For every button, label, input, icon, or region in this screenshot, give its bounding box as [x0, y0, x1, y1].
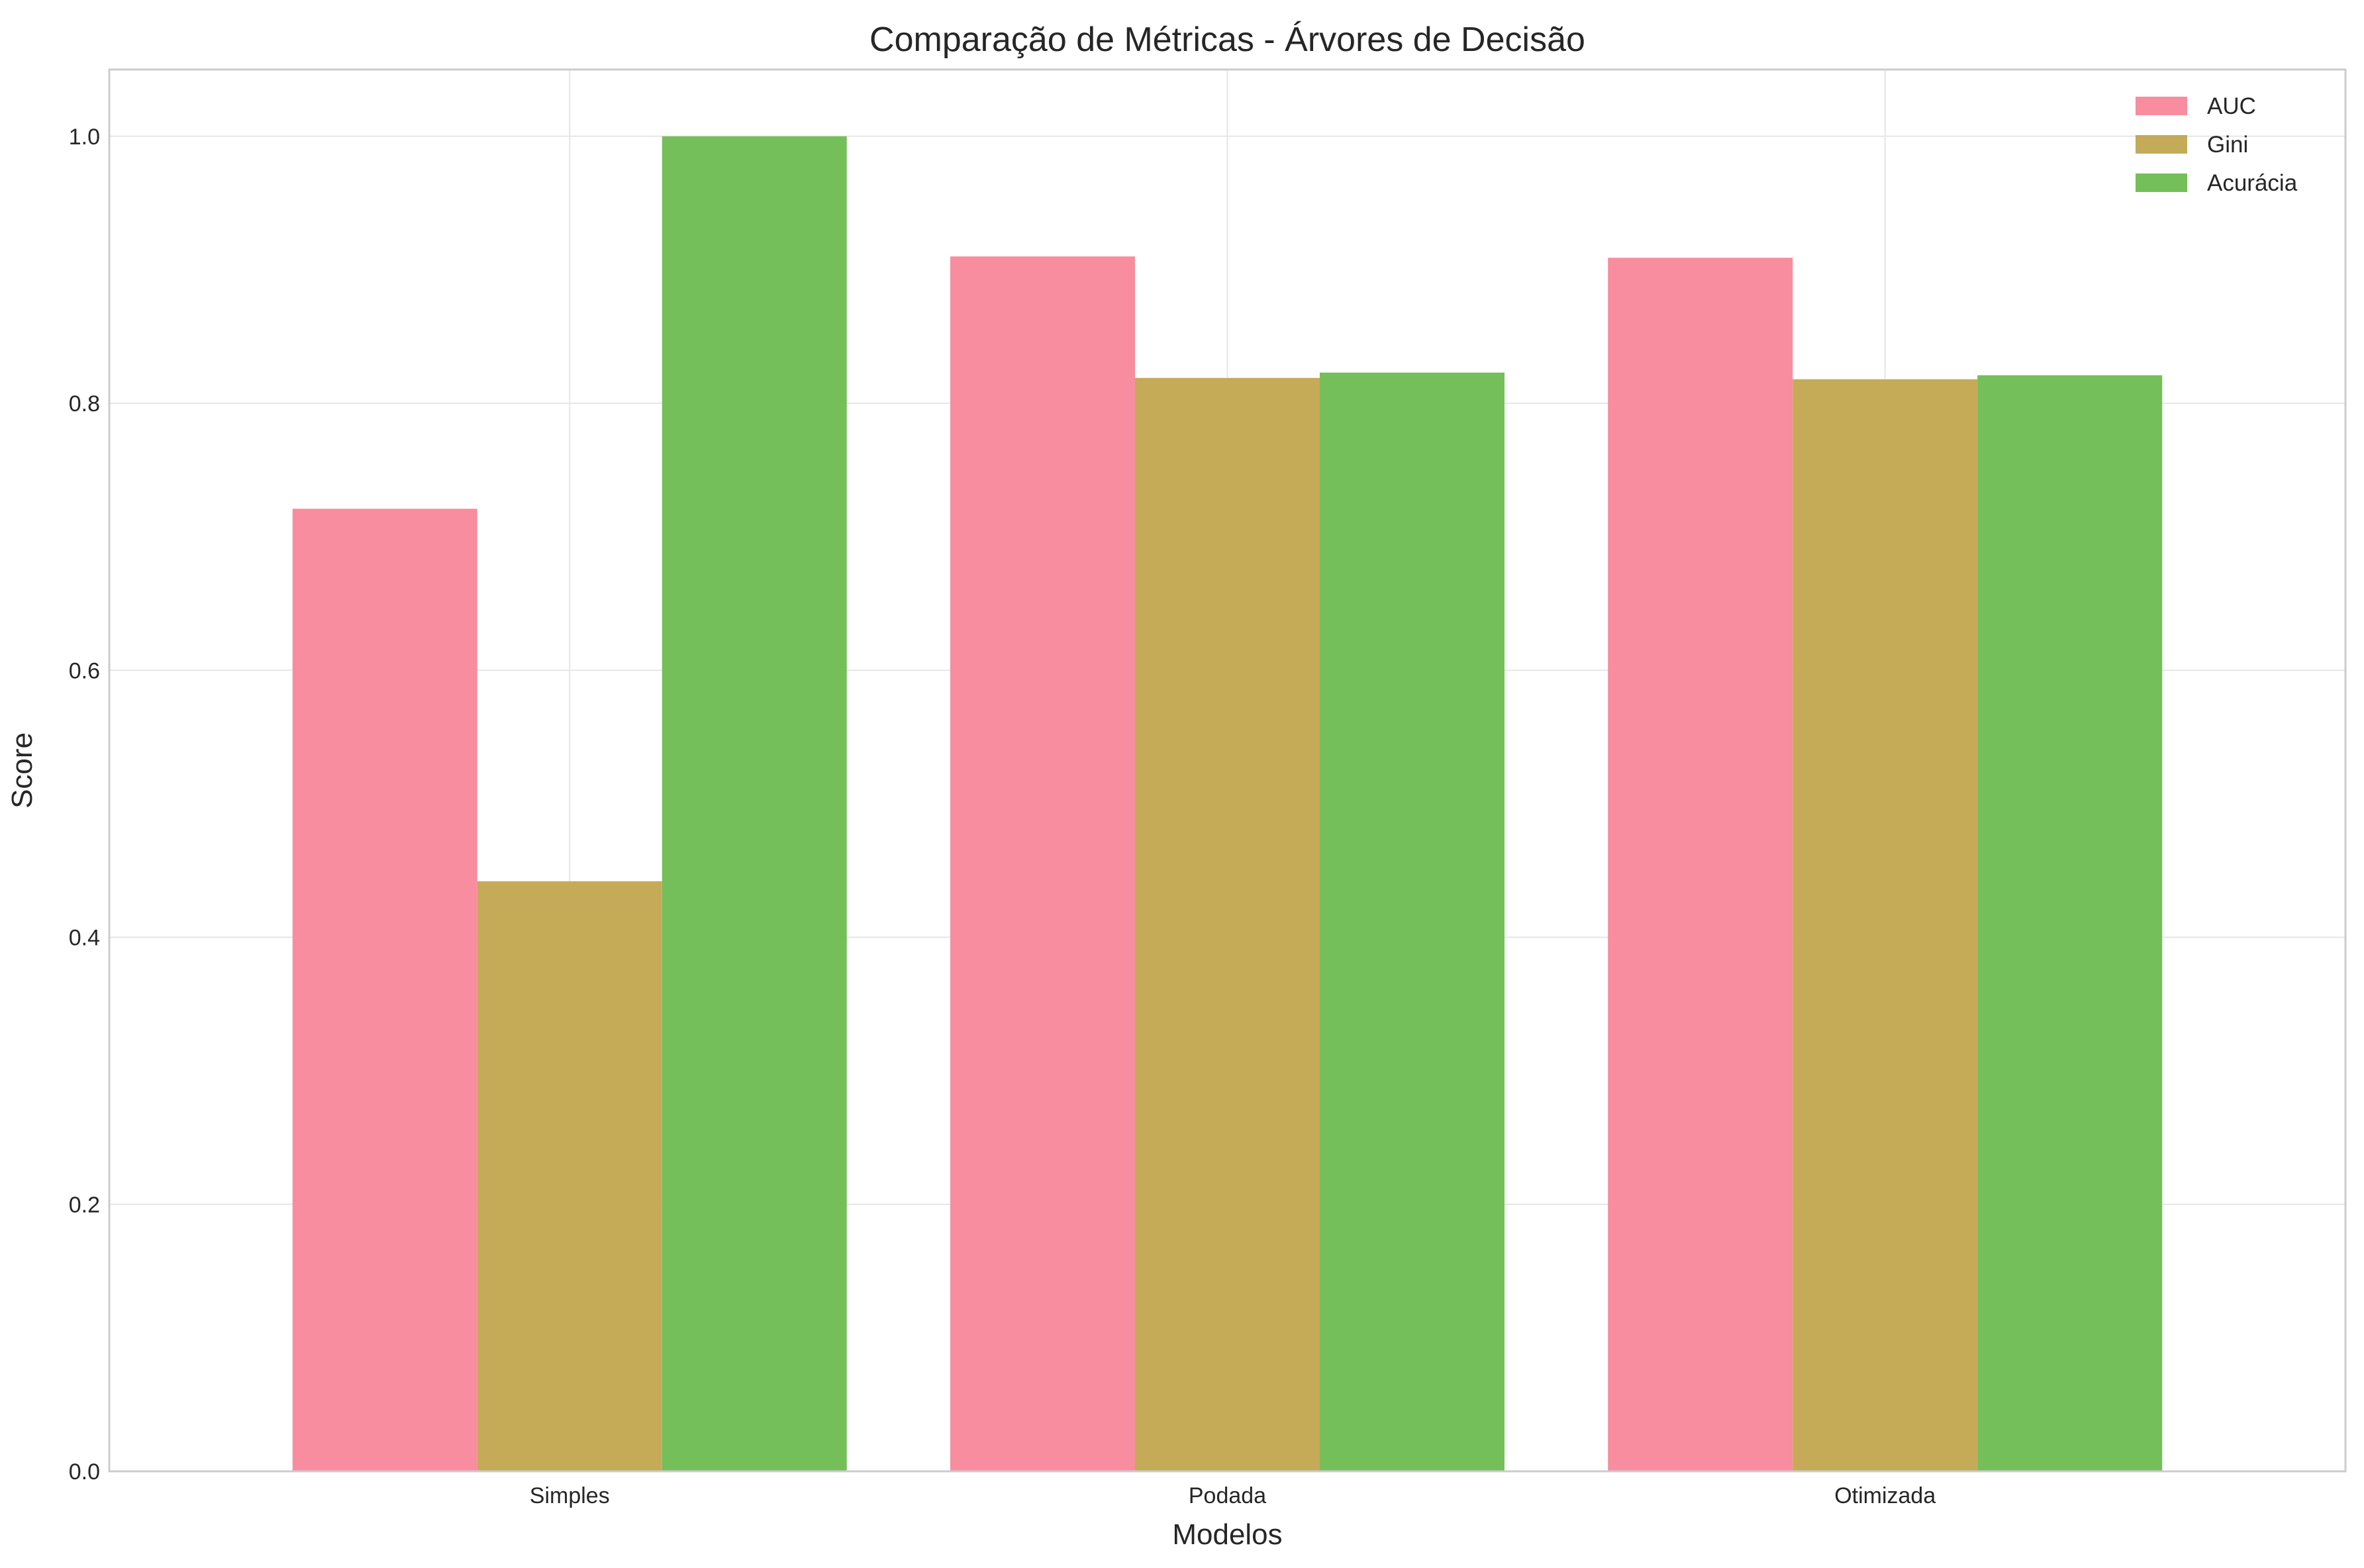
legend-swatch — [2136, 97, 2187, 115]
bars — [292, 136, 2163, 1472]
y-tick-label: 1.0 — [69, 124, 100, 150]
legend-label: AUC — [2207, 93, 2256, 119]
y-axis-ticks: 0.0 0.2 0.4 0.6 0.8 1.0 — [69, 124, 100, 1485]
bar-acurcia-podada — [1320, 372, 1504, 1471]
y-tick-label: 0.2 — [69, 1193, 100, 1218]
y-tick-label: 0.8 — [69, 391, 100, 416]
plot-frame — [108, 68, 2347, 1473]
bar-acurcia-otimizada — [1977, 375, 2163, 1471]
bar-gini-otimizada — [1793, 379, 1978, 1472]
bar-gini-podada — [1135, 377, 1320, 1471]
bar-auc-simples — [292, 509, 477, 1471]
x-tick-label: Podada — [1189, 1483, 1266, 1508]
y-tick-label: 0.4 — [69, 926, 100, 951]
legend-swatch — [2136, 173, 2187, 192]
legend: AUC Gini Acurácia — [2136, 93, 2298, 196]
bar-auc-podada — [950, 256, 1135, 1472]
legend-swatch — [2136, 135, 2187, 154]
x-tick-label: Otimizada — [1834, 1483, 1936, 1508]
x-axis-ticks: Simples Podada Otimizada — [530, 1483, 1936, 1508]
y-tick-label: 0.6 — [69, 658, 100, 683]
bar-acurcia-simples — [662, 136, 847, 1471]
legend-label: Acurácia — [2207, 170, 2298, 196]
y-axis-label: Score — [6, 732, 38, 808]
legend-label: Gini — [2207, 132, 2248, 158]
x-axis-label: Modelos — [1172, 1518, 1282, 1551]
bar-auc-otimizada — [1608, 258, 1793, 1472]
bar-gini-simples — [477, 881, 662, 1471]
y-tick-label: 0.0 — [69, 1459, 100, 1485]
chart-title: Comparação de Métricas - Árvores de Deci… — [869, 21, 1585, 59]
x-tick-label: Simples — [530, 1483, 610, 1508]
